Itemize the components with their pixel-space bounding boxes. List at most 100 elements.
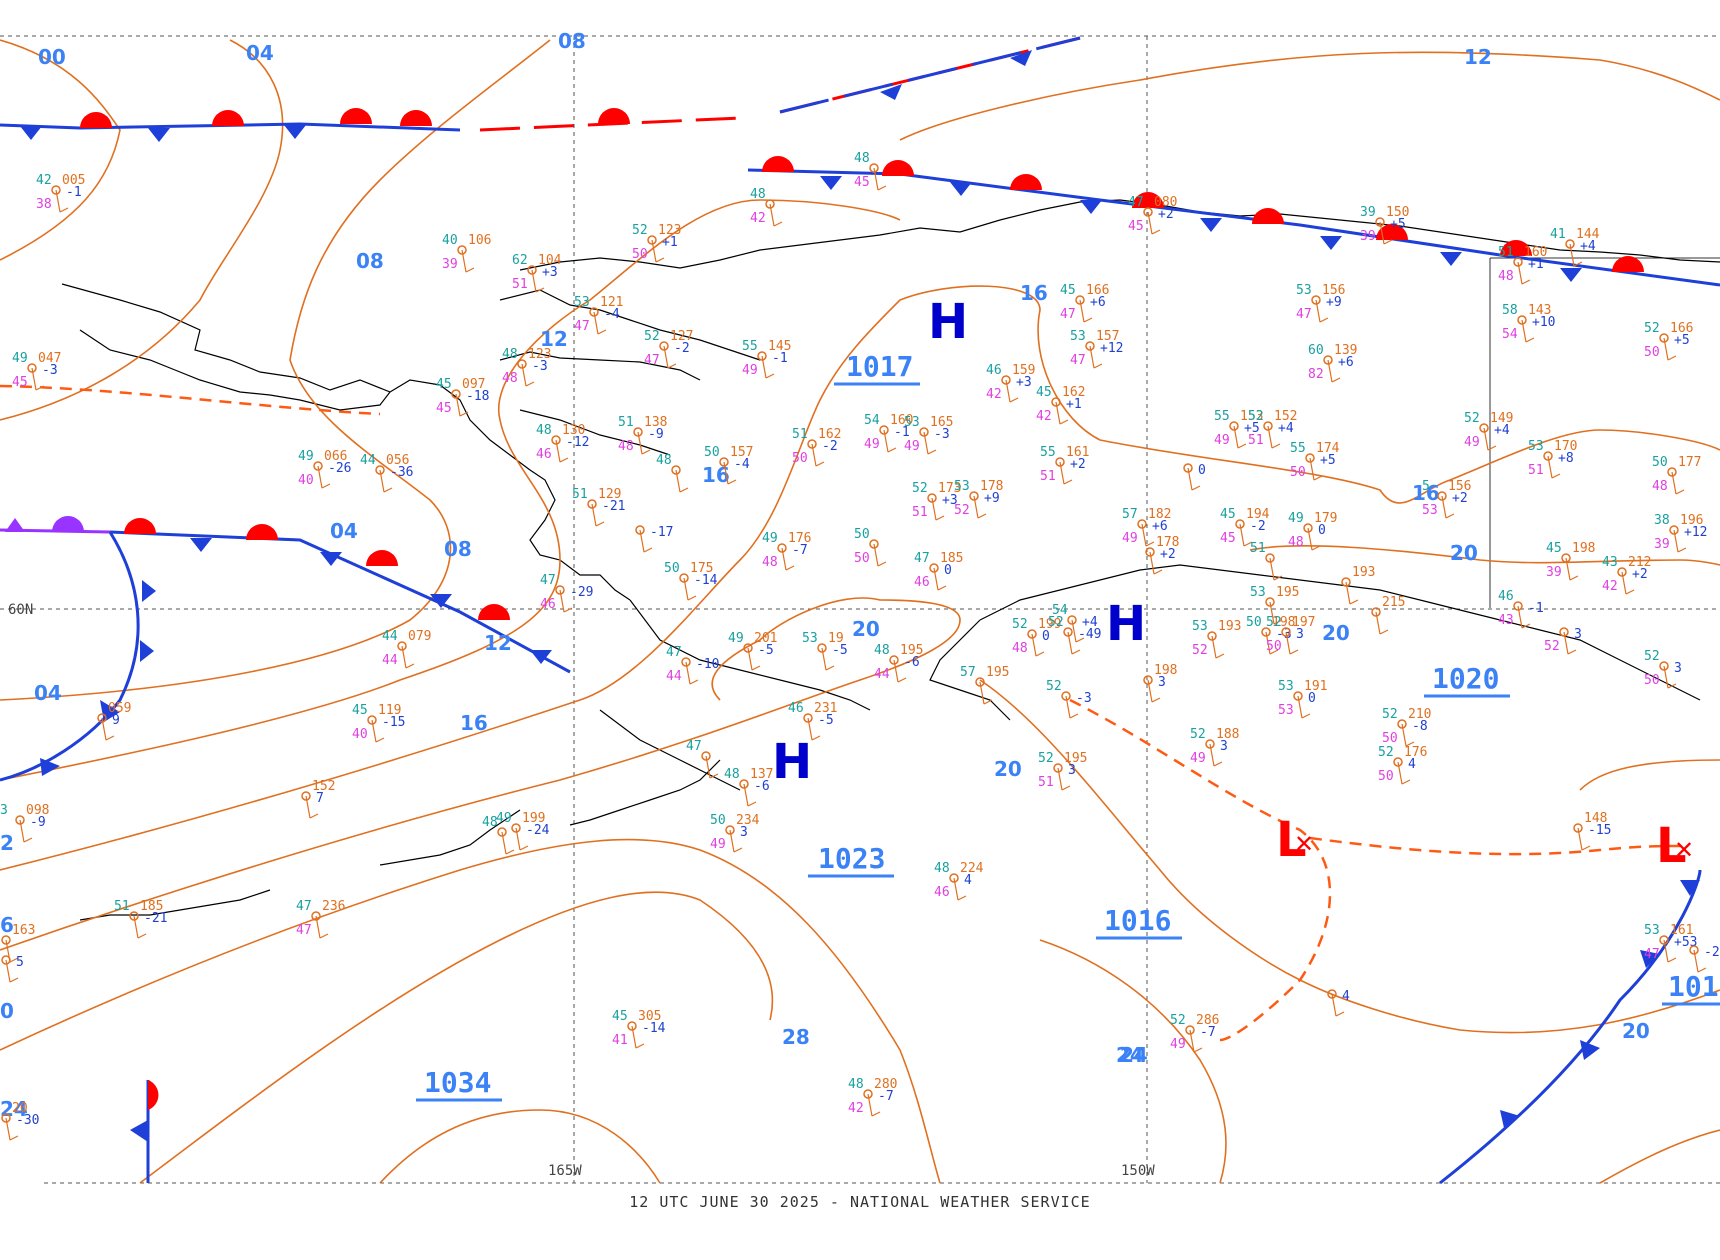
station-temperature: 52: [1266, 615, 1282, 630]
isobar-label: 16: [1020, 281, 1048, 305]
isobar-label: 2: [0, 831, 14, 855]
station-temperature: 49: [12, 351, 28, 366]
wind-barb-icon: [761, 355, 775, 379]
station-dewpoint: 46: [536, 447, 552, 462]
station-pressure: 195: [900, 643, 923, 658]
station-circle-icon: [551, 435, 561, 445]
station-plot: 52 210 50 -8: [1382, 707, 1431, 747]
wind-barb-icon: [1297, 695, 1311, 719]
isobar-label: 16: [460, 711, 488, 735]
station-circle-icon: [1659, 661, 1669, 671]
station-tendency: 3: [1068, 763, 1076, 778]
wind-barb-icon: [1079, 299, 1093, 323]
station-dewpoint: 45: [12, 375, 28, 390]
wind-barb-icon: [591, 503, 605, 527]
station-temperature: 41: [1550, 227, 1566, 242]
station-circle-icon: [1293, 691, 1303, 701]
station-tendency: 7: [316, 791, 324, 806]
station-temperature: 48: [536, 423, 552, 438]
station-dewpoint: 46: [914, 575, 930, 590]
station-tendency: -7: [792, 543, 808, 558]
wind-barb-icon: [5, 1117, 19, 1141]
station-circle-icon: [1689, 945, 1699, 955]
station-pressure: 152: [312, 779, 335, 794]
station-circle-icon: [1667, 467, 1677, 477]
wind-barb-icon: [933, 567, 947, 591]
station-temperature: 55: [1214, 409, 1230, 424]
station-pressure: 066: [324, 449, 347, 464]
station-temperature: 46: [788, 701, 804, 716]
wind-barb-icon: [1265, 631, 1279, 655]
station-circle-icon: [1561, 553, 1571, 563]
isobar-label: 04: [330, 519, 358, 543]
wind-barb-icon: [953, 877, 967, 901]
station-tendency: +4: [1278, 421, 1294, 436]
wind-barb-icon: [1563, 631, 1577, 655]
wind-barb-icon: [973, 495, 987, 519]
station-plot: 42 005 38 -1: [36, 173, 85, 213]
station-dewpoint: 40: [298, 473, 314, 488]
wind-barb-icon: [1187, 467, 1201, 491]
station-temperature: 45: [436, 377, 452, 392]
wind-barb-icon: [1089, 345, 1103, 369]
station-plot: 53 19-5: [802, 631, 848, 671]
station-circle-icon: [1027, 629, 1037, 639]
station-temperature: 52: [1170, 1013, 1186, 1028]
station-plot: 41 144+4: [1550, 227, 1600, 267]
station-circle-icon: [1143, 675, 1153, 685]
cold-front-se: [1439, 869, 1702, 1185]
station-pressure: 191: [1304, 679, 1327, 694]
station-tendency: +3: [542, 265, 558, 280]
station-pressure: 130: [562, 423, 585, 438]
station-dewpoint: 53: [1278, 703, 1294, 718]
station-circle-icon: [869, 163, 879, 173]
wind-barb-icon: [1345, 581, 1359, 605]
station-tendency: -4: [604, 307, 620, 322]
station-dewpoint: 50: [1644, 673, 1660, 688]
isobar-label: 20: [1322, 621, 1350, 645]
station-circle-icon: [367, 715, 377, 725]
station-dewpoint: 51: [1040, 469, 1056, 484]
warm-cold-front-arctic: [747, 168, 1720, 287]
station-circle-icon: [1543, 451, 1553, 461]
station-circle-icon: [879, 425, 889, 435]
station-plot: 50 50: [854, 527, 887, 567]
station-circle-icon: [1075, 295, 1085, 305]
station-pressure: 210: [1408, 707, 1431, 722]
lat-60n-label: 60N: [8, 602, 33, 618]
station-temperature: 44: [382, 629, 398, 644]
station-circle-icon: [679, 573, 689, 583]
station-circle-icon: [807, 439, 817, 449]
station-circle-icon: [1437, 491, 1447, 501]
station-pressure: 098: [26, 803, 49, 818]
station-dewpoint: 51: [1528, 463, 1544, 478]
station-plot: 48 123 48 -3: [502, 347, 551, 387]
station-temperature: 45: [1060, 283, 1076, 298]
high-center-value-1017: 1017: [846, 350, 913, 383]
station-temperature: 62: [512, 253, 528, 268]
station-plot: 45 166 47 +6: [1060, 283, 1109, 323]
isobar-label: 20: [994, 757, 1022, 781]
station-dewpoint: 42: [1036, 409, 1052, 424]
station-plot: 49 176 48 -7: [762, 531, 811, 571]
station-tendency: +1: [1066, 397, 1082, 412]
station-pressure: 177: [1678, 455, 1701, 470]
station-plot: 55 161 51 +2: [1040, 445, 1089, 485]
station-tendency: 4: [1408, 757, 1416, 772]
center-value-1020: 1020: [1432, 662, 1499, 695]
station-pressure: 119: [378, 703, 401, 718]
station-circle-icon: [627, 1021, 637, 1031]
wind-barb-icon: [663, 345, 677, 369]
station-pressure: 182: [1148, 507, 1171, 522]
wind-barb-icon: [1441, 495, 1455, 519]
station-plot: 52 188 49 3: [1190, 727, 1239, 767]
station-pressure: 129: [598, 487, 621, 502]
isobar-label: 00: [38, 45, 66, 69]
station-circle-icon: [1305, 453, 1315, 463]
station-temperature: 38: [1654, 513, 1670, 528]
station-temperature: 52: [1382, 707, 1398, 722]
isobar-label: 12: [484, 631, 512, 655]
station-circle-icon: [1323, 355, 1333, 365]
station-pressure: 139: [1334, 343, 1357, 358]
